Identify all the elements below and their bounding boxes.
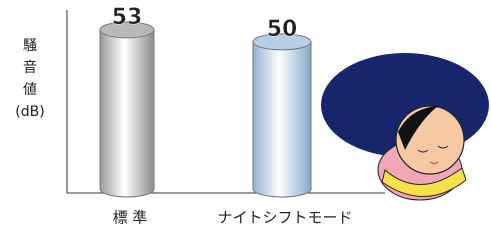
x-tick-label: ナイトシフトモード (217, 209, 352, 227)
y-axis-label: 音 (23, 59, 37, 76)
bar-body (253, 42, 311, 189)
bar (100, 22, 154, 197)
value-label: 50 (267, 17, 298, 42)
y-axis-label: 値 (23, 82, 37, 98)
value-label: 53 (112, 5, 143, 30)
y-axis-label: (dB) (15, 104, 44, 120)
chart: 騒音値 (dB) 53 標 準 50 ナイトシフトモード (0, 0, 491, 241)
bar (253, 34, 311, 197)
bar-body (100, 30, 154, 189)
y-axis-label: 騒 (23, 38, 37, 54)
x-tick-label: 標 準 (113, 209, 148, 227)
sleeping-illustration (321, 53, 489, 200)
